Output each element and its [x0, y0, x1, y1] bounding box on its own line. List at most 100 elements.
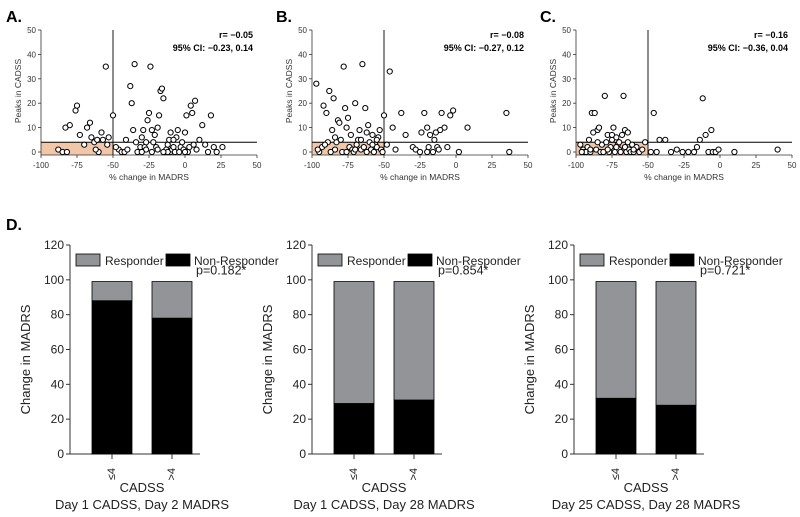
y-tick-label: 10: [27, 124, 36, 133]
x-tick-label: 25: [488, 161, 497, 170]
data-point: [98, 129, 105, 136]
x-tick-label: -25: [414, 161, 426, 170]
y-tick-label: 20: [298, 99, 307, 108]
panel-letter-a: A.: [6, 9, 22, 26]
data-point: [432, 129, 439, 136]
data-point: [506, 148, 513, 156]
data-point: [357, 136, 365, 143]
bar-responder: [655, 281, 697, 406]
y-tick-label: 20: [293, 412, 307, 426]
data-point: [181, 129, 189, 136]
data-point: [313, 80, 320, 87]
x-axis-label: CADSS: [624, 480, 669, 495]
data-point: [370, 148, 378, 156]
data-point: [128, 100, 135, 107]
y-axis-label: Change in MADRS: [260, 304, 275, 414]
data-point: [594, 139, 601, 146]
data-point: [187, 102, 194, 109]
data-point: [363, 129, 370, 136]
bar-panel-d3: 0 20 40 60 80 100 120 ≤4 >4 Responder Non-Responde…: [522, 238, 783, 512]
data-point: [435, 146, 442, 153]
data-point: [352, 100, 359, 107]
data-point: [343, 124, 350, 131]
data-point: [150, 139, 157, 146]
data-point: [653, 148, 660, 156]
data-point: [386, 68, 393, 75]
x-tick-label: 25: [217, 161, 226, 170]
x-category-label: ≤4: [106, 468, 118, 480]
data-point: [193, 146, 200, 153]
data-point: [81, 141, 88, 148]
data-point: [447, 112, 454, 119]
data-point: [450, 107, 457, 114]
x-tick-label: 0: [454, 161, 459, 170]
y-tick-label: 10: [562, 124, 571, 133]
data-point: [650, 109, 657, 117]
y-tick-label: 0: [303, 148, 308, 157]
data-point: [604, 146, 611, 153]
x-category-label: ≤4: [348, 468, 360, 480]
data-point: [398, 109, 405, 117]
data-point: [154, 146, 161, 153]
y-tick-label: 120: [286, 238, 306, 252]
data-point: [329, 126, 336, 134]
data-point: [613, 144, 620, 151]
data-point: [86, 119, 94, 126]
y-tick-label: 100: [548, 273, 568, 287]
y-tick-label: 50: [27, 26, 36, 35]
y-tick-label: 100: [44, 273, 64, 287]
y-axis-label: Change in MADRS: [18, 304, 33, 414]
data-point: [421, 109, 428, 117]
x-tick-label: -100: [568, 161, 585, 170]
data-point: [331, 134, 339, 141]
data-point: [83, 124, 91, 131]
data-point: [774, 146, 781, 153]
data-point: [109, 112, 117, 119]
data-point: [667, 148, 675, 156]
y-tick-label: 60: [293, 343, 307, 357]
data-point: [73, 102, 81, 109]
data-point: [715, 146, 722, 153]
data-point: [124, 146, 131, 153]
x-tick-label: 50: [788, 161, 797, 170]
x-category-label: ≤4: [610, 468, 622, 480]
data-point: [347, 131, 354, 139]
data-point: [191, 97, 199, 104]
data-point: [601, 92, 608, 99]
data-point: [624, 129, 631, 136]
shaded-quadrant: [41, 142, 113, 155]
x-tick-label: -100: [33, 161, 50, 170]
legend-swatch-responder: [579, 253, 605, 267]
data-point: [455, 148, 462, 156]
data-point: [343, 148, 350, 156]
data-point: [591, 109, 598, 117]
x-tick-label: -50: [642, 161, 654, 170]
data-point: [112, 144, 119, 151]
data-point: [362, 104, 369, 112]
correlation-r: r= −0.16: [754, 30, 788, 40]
legend-swatch-responder: [317, 253, 343, 267]
data-point: [202, 141, 209, 148]
bar-non-responder: [595, 397, 637, 455]
data-point: [402, 131, 409, 139]
data-point: [174, 126, 181, 134]
data-point: [425, 144, 432, 151]
y-tick-label: 60: [555, 343, 569, 357]
data-point: [63, 148, 71, 156]
data-point: [340, 63, 347, 70]
legend-swatch-responder: [75, 253, 101, 267]
data-point: [179, 139, 186, 146]
y-tick-label: 40: [27, 50, 36, 59]
data-point: [690, 148, 698, 156]
y-tick-label: 30: [27, 75, 36, 84]
y-tick-label: 40: [51, 377, 65, 391]
data-point: [685, 148, 692, 156]
data-point: [416, 148, 424, 156]
data-point: [143, 139, 150, 146]
data-point: [424, 124, 431, 131]
data-point: [219, 144, 226, 151]
data-point: [99, 136, 107, 143]
y-tick-label: 40: [298, 50, 307, 59]
data-point: [155, 112, 163, 119]
data-point: [151, 131, 158, 139]
